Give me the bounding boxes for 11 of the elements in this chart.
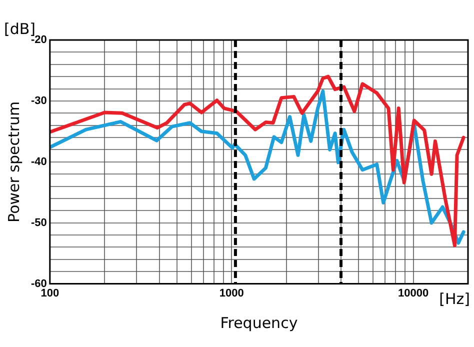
x-tick-label: 1000: [219, 287, 244, 300]
x-axis-title: Frequency: [220, 314, 298, 332]
text: [dB]: [4, 20, 36, 38]
y-tick-label: -50: [30, 216, 47, 229]
y-tick-label: -60: [30, 278, 47, 290]
y-tick-label: -30: [30, 94, 47, 107]
y-axis-title: Power spectrum: [4, 101, 23, 222]
y-tick-label: -40: [30, 156, 47, 168]
x-tick-label: 100: [40, 287, 60, 300]
text: [Hz]: [439, 290, 470, 308]
x-tick-label: 10000: [398, 287, 429, 300]
